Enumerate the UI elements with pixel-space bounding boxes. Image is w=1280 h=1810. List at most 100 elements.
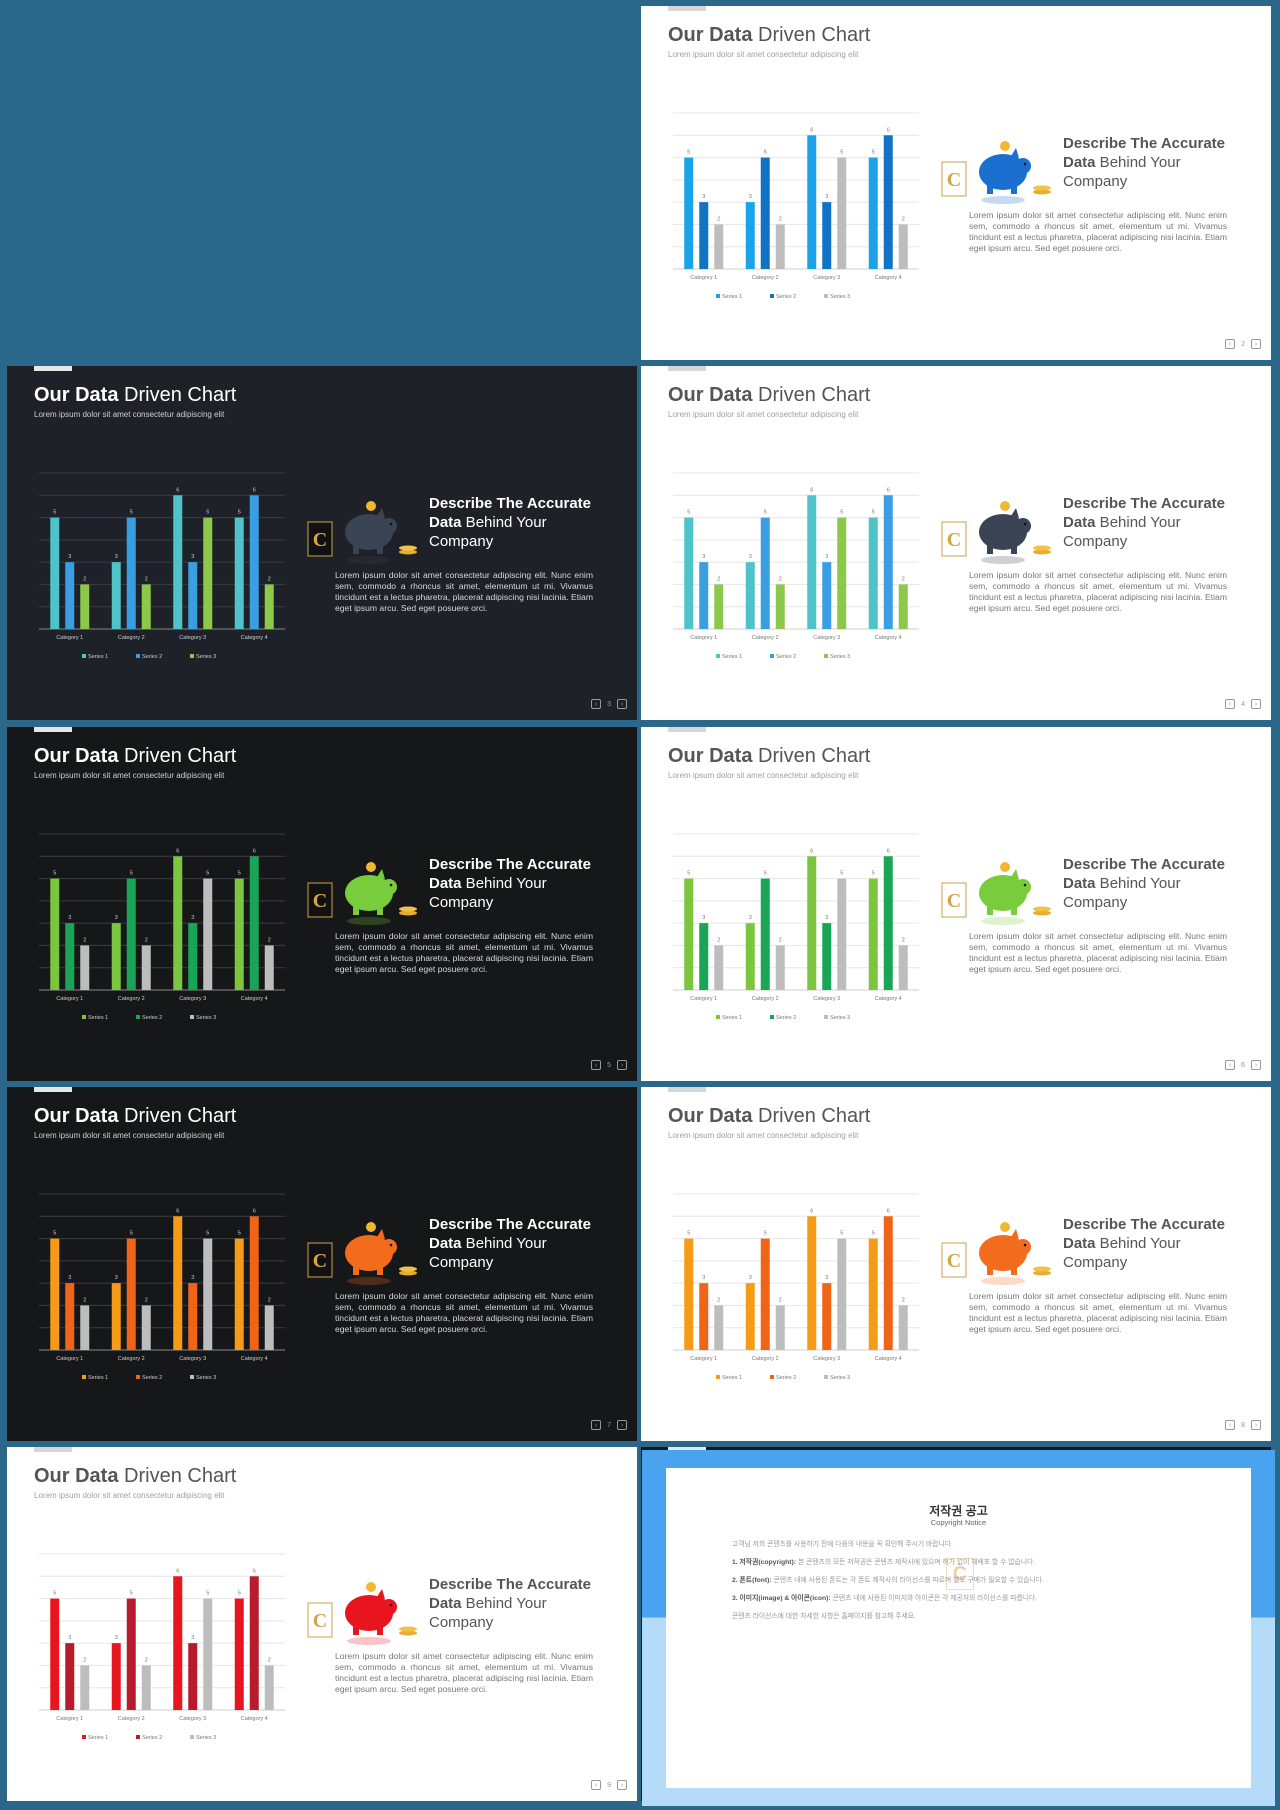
category-label: Category 1 <box>690 996 717 1002</box>
data-label: 5 <box>872 1231 875 1237</box>
bar-3-2 <box>822 923 832 990</box>
desc-bold: Data <box>1063 154 1096 171</box>
bar-3-3 <box>837 157 847 269</box>
bar-3-2 <box>188 562 198 629</box>
legend-entry: Series 2 <box>776 654 796 660</box>
title-bold: Our Data <box>34 1465 119 1487</box>
coin-icon <box>1000 501 1010 511</box>
description-body: Lorem ipsum dolor sit amet consectetur a… <box>969 931 1227 974</box>
bar-3-2 <box>188 1283 198 1350</box>
bar-1-2 <box>65 923 75 990</box>
coin-icon <box>366 1222 376 1232</box>
data-label: 2 <box>145 937 148 943</box>
desc-line1: Describe The Accurate <box>429 1216 592 1233</box>
slide-3: Our Data Driven Chart Lorem ipsum dolor s… <box>7 366 637 720</box>
legend-swatch <box>190 654 194 658</box>
next-page-button[interactable]: › <box>1251 339 1261 349</box>
next-page-button[interactable]: › <box>617 699 627 709</box>
notice-logo-watermark: C <box>946 1558 974 1590</box>
bar-4-3 <box>264 1665 274 1710</box>
desc-line2: Behind Your <box>461 514 547 531</box>
bar-4-1 <box>234 517 244 629</box>
next-page-button[interactable]: › <box>617 1420 627 1430</box>
next-page-button[interactable]: › <box>1251 1420 1261 1430</box>
data-label: 3 <box>68 554 71 560</box>
data-label: 6 <box>253 848 256 854</box>
next-page-button[interactable]: › <box>1251 699 1261 709</box>
category-label: Category 3 <box>179 996 206 1002</box>
top-accent-bar <box>668 366 706 371</box>
notice-paragraph-heading: 2. 폰트(font): <box>732 1577 772 1584</box>
piggy-bank-icon: C <box>941 862 1051 925</box>
data-label: 3 <box>115 554 118 560</box>
legend-entry: Series 3 <box>196 1375 216 1381</box>
top-accent-bar <box>668 727 706 732</box>
bar-1-3 <box>80 1305 90 1350</box>
desc-line1: Describe The Accurate <box>429 1576 592 1593</box>
data-label: 3 <box>191 915 194 921</box>
category-label: Category 2 <box>752 1356 779 1362</box>
legend-entry: Series 3 <box>196 1735 216 1741</box>
title-rest: Driven Chart <box>752 745 871 767</box>
legend-entry: Series 2 <box>142 654 162 660</box>
prev-page-button[interactable]: ‹ <box>1225 699 1236 709</box>
bar-4-1 <box>868 1238 878 1350</box>
data-label: 2 <box>83 576 86 582</box>
next-page-button[interactable]: › <box>617 1780 627 1790</box>
bar-3-2 <box>188 1643 198 1710</box>
title-rest: Driven Chart <box>118 1105 237 1127</box>
slide-2: Our Data Driven Chart Lorem ipsum dolor s… <box>641 6 1271 360</box>
bar-3-1 <box>807 856 817 990</box>
bar-3-3 <box>203 878 213 990</box>
legend-swatch <box>136 654 140 658</box>
data-label: 5 <box>130 510 133 516</box>
bar-2-1 <box>745 923 755 990</box>
prev-page-button[interactable]: ‹ <box>1225 339 1236 349</box>
notice-paragraph-heading: 1. 저작권(copyright): <box>732 1559 797 1566</box>
bar-2-2 <box>126 878 136 990</box>
desc-line3: Company <box>429 1254 494 1271</box>
notice-paragraph-text: 콘텐츠 라이선스에 대한 자세한 사항은 홈페이지를 참고해 주세요. <box>732 1613 916 1620</box>
contents-logo-icon <box>307 521 333 557</box>
category-label: Category 2 <box>752 996 779 1002</box>
notice-paragraph-text: 콘텐츠 내에 사용된 이미지와 아이콘은 각 제공처의 라이선스를 따릅니다. <box>830 1595 1038 1602</box>
prev-page-button[interactable]: ‹ <box>1225 1060 1236 1070</box>
slide-5: Our Data Driven Chart Lorem ipsum dolor s… <box>7 727 637 1081</box>
data-label: 5 <box>206 871 209 877</box>
next-page-button[interactable]: › <box>617 1060 627 1070</box>
legend-entry: Series 1 <box>722 1375 742 1381</box>
legend-swatch <box>824 1375 828 1379</box>
top-accent-bar <box>34 1447 72 1452</box>
notice-body: 고객님 저희 콘텐츠를 사용하기 전에 다음의 내용을 꼭 확인해 주시기 바랍… <box>732 1540 1186 1630</box>
description-body: Lorem ipsum dolor sit amet consectetur a… <box>969 570 1227 613</box>
desc-bold: Data <box>429 1595 462 1612</box>
data-label: 5 <box>130 1591 133 1597</box>
bar-chart: 5 3 2 Category 1 3 5 2 Category 2 6 3 5 Category 3 5… <box>39 833 285 1021</box>
top-accent-bar <box>34 727 72 732</box>
prev-page-button[interactable]: ‹ <box>591 699 602 709</box>
legend-swatch <box>190 1375 194 1379</box>
next-page-button[interactable]: › <box>1251 1060 1261 1070</box>
title-bold: Our Data <box>34 1105 119 1127</box>
bar-4-2 <box>249 1576 259 1710</box>
slide-title: Our Data Driven Chart <box>34 384 236 407</box>
bar-2-1 <box>111 1283 121 1350</box>
data-label: 2 <box>83 1297 86 1303</box>
description-title: Describe The Accurate Data Behind Your Com… <box>429 1575 629 1632</box>
bar-2-2 <box>126 1238 136 1350</box>
prev-page-button[interactable]: ‹ <box>591 1780 602 1790</box>
prev-page-button[interactable]: ‹ <box>1225 1420 1236 1430</box>
top-accent-bar <box>668 6 706 11</box>
prev-page-button[interactable]: ‹ <box>591 1420 602 1430</box>
category-label: Category 1 <box>56 635 83 641</box>
category-label: Category 2 <box>118 1356 145 1362</box>
piggy-bank-icon: C <box>307 1222 417 1285</box>
legend-entry: Series 3 <box>830 654 850 660</box>
prev-page-button[interactable]: ‹ <box>591 1060 602 1070</box>
data-label: 5 <box>238 1231 241 1237</box>
description-body: Lorem ipsum dolor sit amet consectetur a… <box>335 1651 593 1694</box>
legend-entry: Series 1 <box>722 294 742 300</box>
data-label: 5 <box>687 510 690 516</box>
description-title: Describe The Accurate Data Behind Your Com… <box>1063 855 1263 912</box>
title-rest: Driven Chart <box>752 384 871 406</box>
